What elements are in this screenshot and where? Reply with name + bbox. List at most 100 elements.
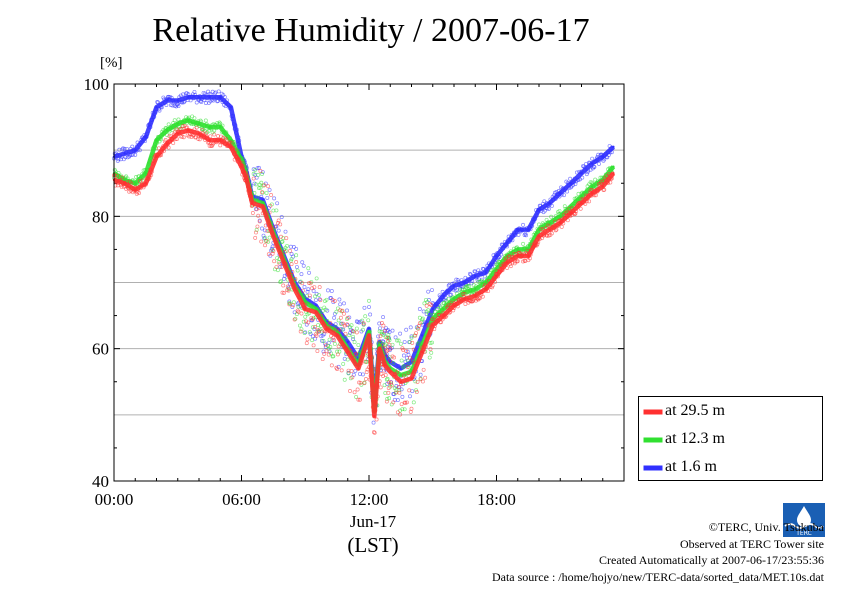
series-point: [524, 233, 529, 238]
series-point: [267, 210, 272, 215]
series-marker: [378, 344, 381, 347]
series-point: [382, 368, 387, 373]
series-point: [313, 336, 318, 341]
series-point: [305, 289, 310, 294]
series-marker: [537, 208, 541, 211]
series-point: [281, 283, 286, 288]
series-point: [300, 260, 305, 265]
series-point: [413, 333, 418, 338]
series-point: [291, 303, 296, 308]
series-marker: [463, 297, 466, 301]
series-point: [512, 261, 517, 266]
series-point: [256, 172, 261, 177]
series-point: [400, 394, 405, 399]
series-point: [378, 334, 383, 338]
series-point: [337, 349, 342, 354]
series-marker: [601, 185, 604, 188]
series-point: [156, 146, 161, 151]
series-point: [395, 410, 400, 415]
series-point: [422, 301, 427, 306]
series-point: [354, 330, 359, 335]
series-marker: [208, 96, 211, 99]
series-marker: [505, 241, 509, 244]
series-point: [212, 91, 217, 96]
series-point: [427, 322, 431, 327]
series-point: [286, 288, 291, 293]
series-marker: [176, 122, 179, 125]
series-point: [317, 297, 322, 302]
series-point: [287, 300, 292, 305]
series-marker: [155, 139, 158, 142]
series-point: [287, 299, 292, 304]
series-point: [317, 285, 322, 290]
series-point: [364, 377, 368, 381]
series-point: [376, 334, 381, 339]
series-marker: [495, 254, 498, 258]
series-marker: [559, 191, 562, 195]
series-marker: [590, 191, 594, 195]
series-point: [448, 293, 453, 298]
series-point: [332, 338, 337, 343]
series-marker: [601, 155, 604, 158]
series-marker: [346, 340, 349, 344]
series-point: [360, 327, 365, 332]
credits-block: ©TERC, Univ. Tsukuba Observed at TERC To…: [492, 519, 824, 585]
series-point: [599, 179, 604, 184]
series-point: [299, 272, 304, 277]
series-point: [301, 288, 305, 293]
series-marker: [612, 172, 615, 175]
series-point: [397, 390, 402, 395]
series-point: [278, 264, 283, 269]
series-marker: [559, 215, 562, 218]
series-point: [371, 430, 376, 435]
series-point: [386, 390, 391, 395]
series-point: [408, 325, 413, 330]
x-axis-date-label: Jun-17: [349, 512, 397, 531]
series-marker: [367, 330, 371, 334]
credit-source: Data source : /home/hojyo/new/TERC-data/…: [491, 569, 824, 584]
y-tick-label: 100: [84, 75, 110, 94]
series-point: [587, 199, 592, 204]
series-point: [383, 373, 388, 377]
series-marker: [516, 248, 519, 251]
y-tick-label: 60: [92, 340, 109, 359]
series-point: [296, 304, 301, 309]
series-point: [314, 333, 319, 338]
series-point: [342, 356, 347, 361]
series-point: [321, 339, 326, 343]
series-point: [430, 288, 434, 293]
series-point: [368, 312, 373, 317]
series-point: [260, 226, 264, 231]
series-marker: [123, 178, 126, 182]
series-marker: [261, 205, 264, 208]
series-marker: [537, 234, 541, 238]
series-point: [418, 372, 423, 377]
series-point: [374, 417, 379, 422]
series-point: [327, 337, 332, 342]
chart-title: Relative Humidity / 2007-06-17: [152, 12, 590, 49]
series-marker: [197, 132, 201, 135]
series-marker: [569, 182, 573, 185]
series-point: [387, 380, 392, 385]
series-marker: [176, 132, 179, 135]
series-point: [543, 208, 548, 213]
series-point: [187, 134, 192, 139]
series-point: [377, 329, 382, 334]
series-point: [580, 175, 585, 180]
series-point: [546, 206, 551, 211]
series-point: [279, 279, 283, 284]
series-point: [507, 254, 512, 259]
series-point: [266, 184, 271, 189]
series-point: [336, 318, 341, 323]
series-point: [446, 283, 451, 288]
series-point: [391, 400, 396, 405]
series-point: [311, 343, 316, 348]
series-point: [460, 287, 465, 292]
series-point: [203, 118, 208, 123]
series-point: [400, 407, 405, 412]
series-marker: [580, 201, 583, 205]
series-point: [229, 141, 234, 145]
series-point: [294, 260, 299, 264]
series-marker: [134, 182, 137, 185]
series-point: [165, 133, 170, 138]
